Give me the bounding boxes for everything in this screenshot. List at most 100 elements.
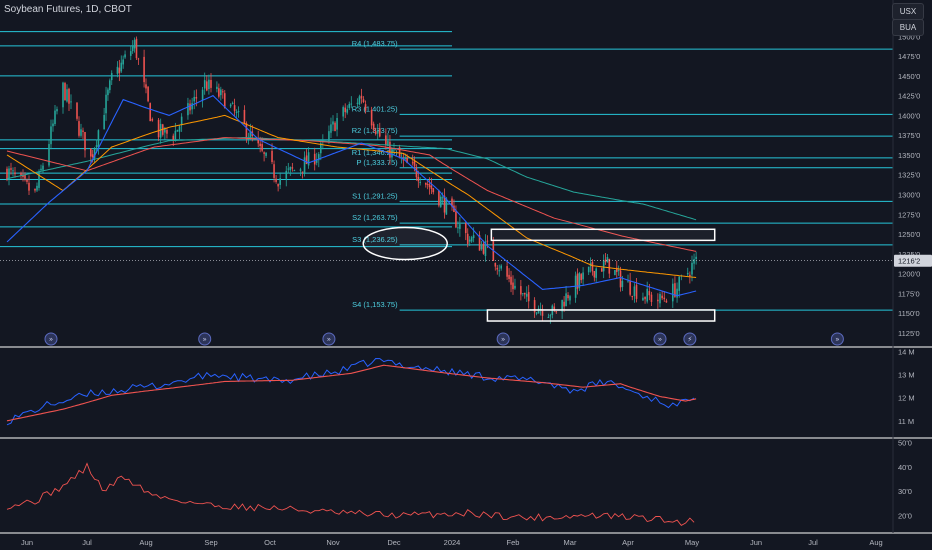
candle-body[interactable]	[109, 80, 111, 91]
candle-body[interactable]	[523, 292, 526, 295]
candle-body[interactable]	[425, 182, 427, 185]
candle-body[interactable]	[484, 241, 487, 257]
candle-body[interactable]	[275, 178, 277, 182]
candle-body[interactable]	[608, 258, 611, 274]
candle-body[interactable]	[328, 131, 330, 142]
candle-body[interactable]	[42, 165, 44, 170]
candle-body[interactable]	[563, 301, 565, 307]
candle-body[interactable]	[604, 259, 607, 262]
candle-body[interactable]	[147, 86, 149, 102]
candle-body[interactable]	[34, 188, 36, 191]
candle-body[interactable]	[62, 82, 64, 108]
candle-body[interactable]	[189, 103, 191, 111]
candle-body[interactable]	[50, 126, 52, 145]
candle-body[interactable]	[159, 123, 162, 138]
event-marker-icon[interactable]	[44, 332, 58, 346]
candle-body[interactable]	[527, 292, 530, 302]
candle-body[interactable]	[70, 101, 72, 103]
candle-body[interactable]	[271, 150, 273, 162]
candle-body[interactable]	[8, 168, 10, 180]
candle-body[interactable]	[614, 270, 616, 276]
candle-body[interactable]	[317, 154, 320, 161]
candle-body[interactable]	[14, 172, 16, 175]
candle-body[interactable]	[689, 274, 691, 277]
candle-body[interactable]	[553, 306, 556, 310]
candle-body[interactable]	[415, 167, 418, 178]
candle-body[interactable]	[506, 266, 508, 277]
candle-body[interactable]	[494, 262, 497, 267]
candle-body[interactable]	[417, 176, 420, 182]
candle-body[interactable]	[64, 83, 66, 101]
candle-body[interactable]	[145, 84, 147, 89]
candle-body[interactable]	[277, 184, 279, 187]
candle-body[interactable]	[541, 309, 544, 316]
candle-body[interactable]	[176, 129, 179, 132]
candle-body[interactable]	[593, 271, 596, 278]
candle-body[interactable]	[257, 138, 259, 144]
candle-body[interactable]	[402, 159, 405, 161]
candle-body[interactable]	[644, 296, 646, 300]
candle-body[interactable]	[387, 140, 389, 147]
candle-body[interactable]	[346, 109, 349, 113]
candle-body[interactable]	[68, 88, 70, 104]
candle-body[interactable]	[606, 257, 609, 263]
candle-body[interactable]	[313, 153, 316, 165]
candle-body[interactable]	[659, 293, 661, 304]
candle-body[interactable]	[376, 129, 379, 134]
unit-badge[interactable]: BUA	[892, 19, 924, 36]
candle-body[interactable]	[129, 51, 132, 56]
candle-body[interactable]	[525, 293, 528, 297]
candle-body[interactable]	[432, 188, 435, 193]
candle-body[interactable]	[97, 130, 100, 148]
candle-body[interactable]	[535, 312, 538, 314]
candle-body[interactable]	[116, 66, 119, 74]
event-marker-icon[interactable]	[496, 332, 510, 346]
candle-body[interactable]	[468, 239, 471, 242]
candle-body[interactable]	[457, 227, 459, 229]
candle-body[interactable]	[693, 259, 695, 264]
candle-body[interactable]	[210, 79, 212, 88]
candle-body[interactable]	[307, 152, 310, 166]
event-marker-icon[interactable]	[830, 332, 844, 346]
candle-body[interactable]	[582, 272, 584, 280]
event-marker-icon[interactable]	[653, 332, 667, 346]
candle-body[interactable]	[591, 261, 594, 272]
candle-body[interactable]	[500, 265, 502, 269]
candle-body[interactable]	[107, 89, 109, 96]
highlight-ellipse[interactable]	[362, 226, 448, 261]
candle-body[interactable]	[174, 130, 177, 142]
event-marker-icon[interactable]	[683, 332, 697, 346]
candle-body[interactable]	[430, 185, 433, 189]
candle-body[interactable]	[24, 175, 26, 179]
candle-body[interactable]	[439, 196, 442, 207]
candle-body[interactable]	[496, 267, 499, 270]
candle-body[interactable]	[273, 164, 275, 178]
candle-body[interactable]	[426, 184, 429, 186]
candle-body[interactable]	[229, 104, 232, 107]
candle-body[interactable]	[133, 39, 136, 49]
candle-body[interactable]	[635, 284, 638, 299]
candle-body[interactable]	[178, 126, 181, 132]
candle-body[interactable]	[259, 143, 261, 147]
highlight-box[interactable]	[490, 228, 716, 242]
candle-body[interactable]	[143, 56, 145, 83]
candle-body[interactable]	[137, 58, 140, 60]
candle-body[interactable]	[334, 122, 336, 132]
candle-body[interactable]	[82, 130, 84, 132]
candle-body[interactable]	[233, 105, 236, 112]
price-pane[interactable]: R4 (1,483.75) R3 (1,401.25) R2 (1,373.75) R…	[0, 31, 893, 346]
candle-body[interactable]	[261, 144, 263, 151]
candle-body[interactable]	[404, 157, 407, 159]
candle-body[interactable]	[195, 96, 198, 99]
candle-body[interactable]	[320, 143, 322, 154]
candle-body[interactable]	[342, 107, 344, 117]
candle-body[interactable]	[648, 291, 651, 296]
candle-body[interactable]	[166, 129, 168, 134]
candle-body[interactable]	[76, 102, 78, 119]
candle-body[interactable]	[391, 148, 393, 158]
candle-body[interactable]	[48, 144, 50, 166]
candle-body[interactable]	[285, 170, 288, 179]
candle-body[interactable]	[103, 115, 105, 130]
candle-body[interactable]	[235, 111, 238, 113]
candle-body[interactable]	[663, 297, 666, 300]
